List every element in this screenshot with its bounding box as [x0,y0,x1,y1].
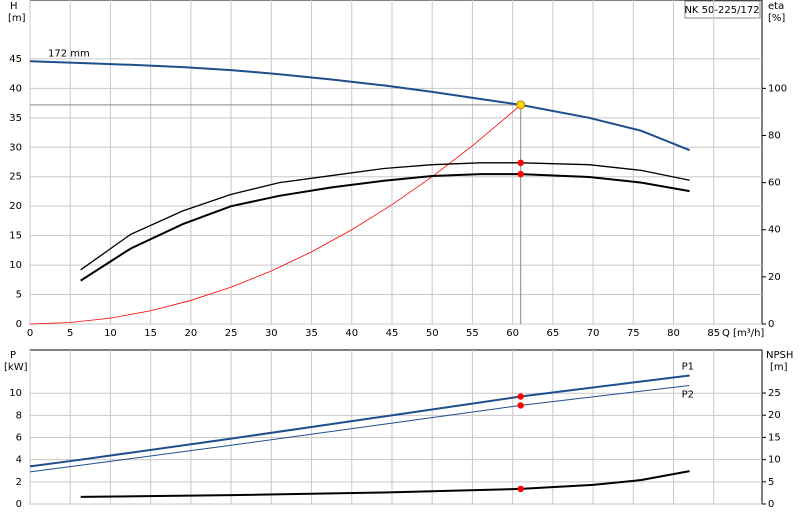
model-box [684,0,761,19]
y2-tick-label: 0 [768,319,774,330]
x-tick-label: 45 [386,328,399,339]
duty-point [517,170,524,178]
model-label: NK 50-225/172 [684,5,759,16]
duty-point [516,100,526,110]
y-tick-label: 10 [9,388,22,399]
y2-tick-label: 20 [768,272,781,283]
y2-tick-label: 60 [768,178,781,189]
y2-unit: [m] [770,362,788,373]
y2-tick-label: 10 [768,455,781,466]
y2-tick-label: 15 [768,432,781,443]
y-tick-label: 25 [9,172,22,183]
y2-tick-label: 40 [768,225,781,236]
y-tick-label: 0 [16,319,22,330]
duty-point [517,159,524,167]
x-tick-label: 70 [587,328,600,339]
x-tick-label: 25 [225,328,238,339]
duty-point [517,402,524,409]
x-tick-label: 0 [27,328,33,339]
x-tick-label: 60 [506,328,519,339]
y2-tick-label: 100 [768,83,787,94]
series-line [29,60,690,152]
y-unit: [kW] [4,362,28,373]
x-tick-label: 85 [707,328,720,339]
x-tick-label: 75 [627,328,640,339]
y-tick-label: 5 [16,290,22,301]
series-line [29,104,521,325]
x-tick-label: 30 [265,328,278,339]
y-tick-label: 8 [16,410,22,421]
y-tick-label: 30 [9,142,22,153]
series-label: P2 [682,389,694,400]
x-tick-label: 5 [67,328,73,339]
series-line [80,162,690,271]
duty-point [517,393,524,400]
y-tick-label: 15 [9,231,22,242]
y-tick-label: 20 [9,201,22,212]
series-line [29,384,690,473]
x-tick-label: 80 [667,328,680,339]
y2-tick-label: 80 [768,130,781,141]
y2-tick-label: 25 [768,388,781,399]
y2-label: NPSH [766,350,793,361]
y2-unit: [%] [768,13,785,24]
x-tick-label: 40 [345,328,358,339]
y2-tick-label: 5 [768,477,774,488]
y-label: P [10,350,16,361]
y-label: H [10,1,18,12]
x-tick-label: 55 [466,328,479,339]
y2-tick-label: 0 [768,499,774,510]
x-label: Q [m³/h] [722,328,764,339]
x-tick-label: 20 [185,328,198,339]
y-tick-label: 0 [16,499,22,510]
y-tick-label: 45 [9,54,22,65]
y-tick-label: 6 [16,433,22,444]
y-tick-label: 2 [16,477,22,488]
x-tick-label: 15 [144,328,157,339]
x-tick-label: 65 [546,328,559,339]
series-line [80,173,690,282]
y-unit: [m] [8,13,26,24]
y-tick-label: 35 [9,113,22,124]
series-label: 172 mm [48,48,90,59]
x-tick-label: 35 [305,328,318,339]
series-line [29,374,690,468]
duty-point [517,485,524,493]
y2-label: eta [768,1,784,12]
y-tick-label: 4 [16,455,22,466]
y-tick-label: 10 [9,260,22,271]
x-tick-label: 50 [426,328,439,339]
y-tick-label: 40 [9,83,22,94]
series-label: P1 [682,361,694,372]
x-tick-label: 10 [104,328,117,339]
y2-tick-label: 20 [768,410,781,421]
